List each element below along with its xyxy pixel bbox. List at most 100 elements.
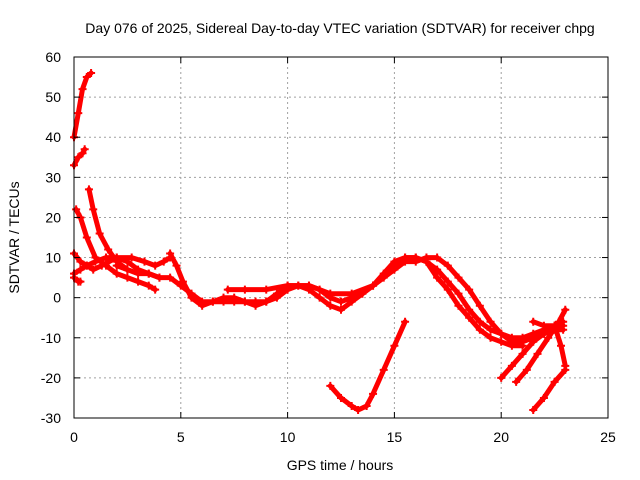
data-point-marker bbox=[337, 297, 345, 306]
data-point-marker bbox=[486, 317, 495, 326]
data-point-marker bbox=[454, 273, 463, 282]
data-point-marker bbox=[178, 277, 187, 286]
data-point-marker bbox=[82, 73, 91, 82]
data-point-marker bbox=[354, 405, 363, 414]
data-point-marker bbox=[465, 313, 474, 322]
data-point-marker bbox=[151, 261, 160, 270]
data-point-marker bbox=[251, 301, 260, 310]
y-tick-label: 0 bbox=[53, 290, 61, 306]
series-arc-o bbox=[529, 317, 570, 370]
data-point-marker bbox=[104, 245, 113, 254]
data-point-marker bbox=[539, 329, 548, 338]
data-point-marker bbox=[390, 341, 399, 350]
y-tick-label: 10 bbox=[45, 250, 61, 266]
series-arc-d bbox=[72, 205, 160, 294]
data-point-marker bbox=[78, 85, 87, 94]
data-point-marker bbox=[72, 205, 81, 214]
data-point-marker bbox=[123, 273, 132, 282]
x-axis-title: GPS time / hours bbox=[287, 457, 394, 473]
data-point-marker bbox=[80, 145, 89, 154]
data-point-marker bbox=[262, 285, 271, 294]
x-tick-label: 20 bbox=[493, 429, 509, 445]
data-series-layer bbox=[70, 69, 570, 414]
x-tick-label: 15 bbox=[387, 429, 403, 445]
data-point-marker bbox=[443, 261, 452, 270]
data-point-marker bbox=[390, 257, 399, 266]
data-point-marker bbox=[559, 325, 568, 334]
data-point-marker bbox=[497, 329, 506, 338]
data-point-marker bbox=[187, 293, 196, 302]
data-point-marker bbox=[475, 325, 484, 334]
data-point-marker bbox=[539, 393, 548, 402]
data-point-marker bbox=[82, 233, 91, 242]
data-point-marker bbox=[134, 277, 143, 286]
data-point-marker bbox=[198, 301, 207, 310]
data-point-marker bbox=[172, 261, 181, 270]
data-point-marker bbox=[89, 265, 98, 274]
data-point-marker bbox=[74, 153, 83, 162]
data-point-marker bbox=[522, 365, 531, 374]
data-point-marker bbox=[219, 293, 228, 302]
data-point-marker bbox=[443, 285, 452, 294]
data-point-marker bbox=[390, 265, 399, 274]
data-point-marker bbox=[529, 317, 538, 326]
data-point-marker bbox=[507, 337, 516, 346]
data-point-marker bbox=[347, 289, 356, 298]
data-point-marker bbox=[326, 289, 335, 298]
series-line bbox=[530, 367, 568, 413]
data-point-marker bbox=[112, 253, 121, 262]
data-point-marker bbox=[337, 393, 345, 402]
series-arc-m bbox=[512, 305, 570, 386]
data-point-marker bbox=[561, 305, 570, 314]
series-arc-i bbox=[166, 249, 527, 350]
data-point-marker bbox=[166, 273, 175, 282]
data-point-marker bbox=[422, 253, 431, 262]
data-point-marker bbox=[454, 301, 463, 310]
data-point-marker bbox=[240, 285, 249, 294]
series-arc-k bbox=[326, 317, 410, 414]
data-point-marker bbox=[326, 301, 335, 310]
data-point-marker bbox=[76, 257, 85, 266]
data-point-marker bbox=[155, 273, 164, 282]
data-point-marker bbox=[123, 265, 132, 274]
data-point-marker bbox=[144, 281, 153, 290]
data-point-marker bbox=[518, 349, 527, 358]
data-point-marker bbox=[544, 333, 553, 342]
data-point-marker bbox=[283, 281, 292, 290]
data-point-marker bbox=[166, 249, 175, 258]
data-point-marker bbox=[140, 257, 149, 266]
plot-frame bbox=[73, 56, 609, 419]
data-point-marker bbox=[465, 285, 474, 294]
series-line bbox=[71, 146, 88, 168]
data-point-marker bbox=[347, 297, 356, 306]
y-tick-label: 60 bbox=[45, 49, 61, 65]
data-point-marker bbox=[347, 401, 356, 410]
data-point-marker bbox=[518, 337, 527, 346]
data-point-marker bbox=[91, 257, 100, 266]
x-tick-label: 10 bbox=[280, 429, 296, 445]
x-tick-label: 25 bbox=[600, 429, 616, 445]
data-point-marker bbox=[97, 261, 106, 270]
data-point-marker bbox=[433, 253, 442, 262]
data-point-marker bbox=[89, 205, 98, 214]
data-point-marker bbox=[443, 277, 452, 286]
axis-ticks: 0 5 10 15 20 25 -30 -20 -10 0 10 20 30 40 50 60 bbox=[41, 49, 616, 445]
data-point-marker bbox=[223, 285, 232, 294]
x-tick-label: 0 bbox=[70, 429, 78, 445]
data-point-marker bbox=[326, 381, 335, 390]
data-point-marker bbox=[401, 317, 410, 326]
data-point-marker bbox=[76, 277, 85, 286]
data-point-marker bbox=[561, 361, 570, 370]
data-point-marker bbox=[529, 405, 538, 414]
data-point-marker bbox=[95, 229, 104, 238]
data-point-marker bbox=[369, 389, 378, 398]
y-tick-label: -20 bbox=[41, 370, 61, 386]
data-point-marker bbox=[87, 69, 96, 78]
chart-title: Day 076 of 2025, Sidereal Day-to-day VTE… bbox=[85, 20, 594, 36]
data-point-marker bbox=[230, 293, 239, 302]
data-point-marker bbox=[144, 269, 153, 278]
data-point-marker bbox=[112, 269, 121, 278]
data-point-marker bbox=[475, 301, 484, 310]
